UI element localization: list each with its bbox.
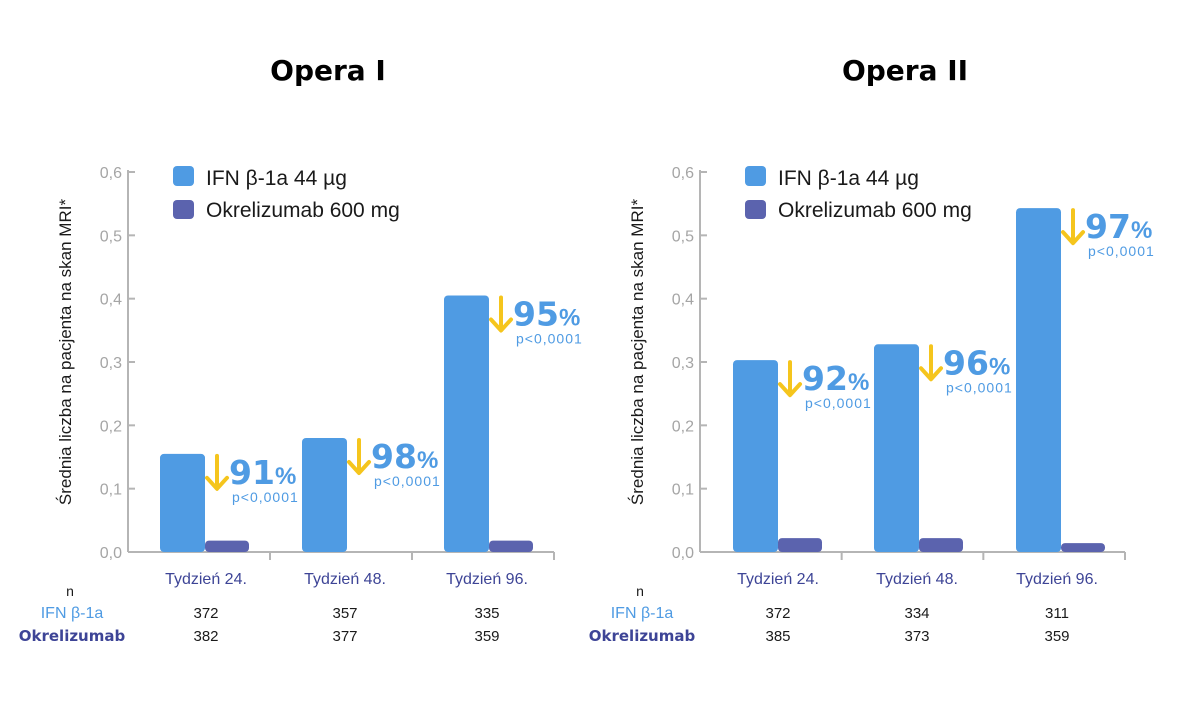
p-value-label: p<0,0001 <box>1088 243 1155 259</box>
legend-label-ifn: IFN β-1a 44 µg <box>206 167 347 190</box>
y-tick-label: 0,0 <box>672 545 694 562</box>
y-tick-label: 0,3 <box>100 355 122 372</box>
p-value-label: p<0,0001 <box>805 395 872 411</box>
arrow-head <box>1061 230 1085 246</box>
n-ifn-value: 357 <box>332 605 357 622</box>
row-label-ifn: IFN β-1a <box>41 605 104 622</box>
n-okre-value: 359 <box>1044 628 1069 645</box>
y-tick-label: 0,6 <box>100 165 122 182</box>
down-arrow-icon <box>1061 208 1085 246</box>
reduction-percent-sign: % <box>989 353 1010 380</box>
bar-okre <box>778 538 822 552</box>
row-label-okre: Okrelizumab <box>589 627 696 645</box>
y-tick-label: 0,2 <box>672 418 694 435</box>
y-tick-label: 0,5 <box>100 228 122 245</box>
reduction-percent-sign: % <box>417 447 438 474</box>
row-label-okre: Okrelizumab <box>19 627 126 645</box>
legend-swatch-okre <box>173 200 194 219</box>
reduction-percent-sign: % <box>848 369 869 396</box>
reduction-percent-sign: % <box>275 463 296 490</box>
n-ifn-value: 372 <box>765 605 790 622</box>
bar-ifn <box>874 344 919 552</box>
reduction-percent-sign: % <box>1131 217 1152 244</box>
chart-title: Opera I <box>270 54 386 87</box>
reduction-label: 98% <box>371 437 438 476</box>
y-tick-label: 0,0 <box>100 545 122 562</box>
x-tick-label: Tydzień 48. <box>304 571 386 588</box>
n-ifn-value: 334 <box>904 605 929 622</box>
reduction-label: 95% <box>513 295 580 334</box>
y-tick-label: 0,1 <box>672 482 694 499</box>
bar-ifn <box>1016 208 1061 552</box>
x-tick-label: Tydzień 96. <box>1016 571 1098 588</box>
n-label: n <box>636 583 644 599</box>
n-okre-value: 359 <box>474 628 499 645</box>
bar-ifn <box>160 453 205 552</box>
n-ifn-value: 372 <box>193 605 218 622</box>
legend-label-okre: Okrelizumab 600 mg <box>778 199 972 222</box>
y-tick-label: 0,1 <box>100 482 122 499</box>
down-arrow-icon <box>347 438 371 475</box>
chart-panel-1: Opera I 0,0 0,1 0,2 0,3 0,4 0,5 0,6 Średnia licz… <box>19 54 583 645</box>
chart-panel-2: Opera II 0,0 0,1 0,2 0,3 0,4 0,5 0,6 Średnia lic… <box>589 54 1155 645</box>
bar-ifn <box>302 438 347 552</box>
bar-ifn <box>444 295 489 552</box>
legend-label-ifn: IFN β-1a 44 µg <box>778 167 919 190</box>
y-tick-label: 0,5 <box>672 228 694 245</box>
down-arrow-icon <box>205 453 229 491</box>
arrow-head <box>489 317 513 333</box>
n-okre-value: 377 <box>332 628 357 645</box>
bar-okre <box>205 540 249 552</box>
row-label-ifn: IFN β-1a <box>611 605 674 622</box>
p-value-label: p<0,0001 <box>946 379 1013 395</box>
y-axis-label: Średnia liczba na pacjenta na skan MRI* <box>56 199 75 506</box>
reduction-label: 91% <box>229 453 296 492</box>
down-arrow-icon <box>778 360 802 398</box>
legend-swatch-okre <box>745 200 766 219</box>
x-tick-label: Tydzień 24. <box>737 571 819 588</box>
legend-label-okre: Okrelizumab 600 mg <box>206 199 400 222</box>
p-value-label: p<0,0001 <box>516 331 583 347</box>
y-tick-label: 0,3 <box>672 355 694 372</box>
reduction-percent-sign: % <box>559 305 580 332</box>
reduction-label: 92% <box>802 359 869 398</box>
y-tick-label: 0,2 <box>100 418 122 435</box>
arrow-head <box>205 475 229 491</box>
arrow-head <box>919 366 943 382</box>
n-okre-value: 382 <box>193 628 218 645</box>
bar-ifn <box>733 360 778 552</box>
bar-okre <box>1061 543 1105 552</box>
reduction-label: 97% <box>1085 207 1152 246</box>
x-tick-label: Tydzień 96. <box>446 571 528 588</box>
legend-swatch-ifn <box>745 166 766 186</box>
arrow-head <box>347 460 371 475</box>
bar-okre <box>919 538 963 552</box>
reduction-label: 96% <box>943 343 1010 382</box>
arrow-head <box>778 382 802 398</box>
down-arrow-icon <box>919 344 943 382</box>
n-ifn-value: 335 <box>474 605 499 622</box>
x-tick-label: Tydzień 48. <box>876 571 958 588</box>
y-tick-label: 0,4 <box>672 292 694 309</box>
y-tick-label: 0,4 <box>100 292 122 309</box>
down-arrow-icon <box>489 295 513 333</box>
n-okre-value: 385 <box>765 628 790 645</box>
y-tick-label: 0,6 <box>672 165 694 182</box>
legend-swatch-ifn <box>173 166 194 186</box>
n-ifn-value: 311 <box>1045 605 1069 622</box>
chart-title: Opera II <box>842 54 968 87</box>
x-tick-label: Tydzień 24. <box>165 571 247 588</box>
n-label: n <box>66 583 74 599</box>
bar-okre <box>489 540 533 552</box>
p-value-label: p<0,0001 <box>374 473 441 489</box>
p-value-label: p<0,0001 <box>232 489 299 505</box>
n-okre-value: 373 <box>904 628 929 645</box>
y-axis-label: Średnia liczba na pacjenta na skan MRI* <box>628 199 647 506</box>
